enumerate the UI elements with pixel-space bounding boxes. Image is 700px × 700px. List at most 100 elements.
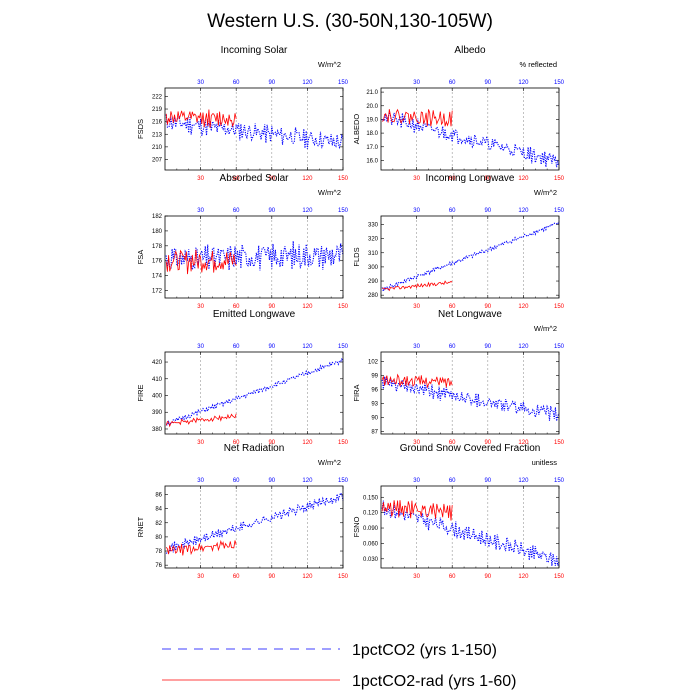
plot-frame [380, 351, 560, 435]
x-tick-label-bottom: 90 [484, 574, 491, 580]
x-tick-label-top: 90 [484, 344, 491, 350]
panels: Incoming Solar W/m^2 FSDS 30 30 60 60 90 90 120 12… [136, 45, 565, 580]
x-tick-label-top: 60 [233, 478, 240, 484]
y-tick-label: 178 [152, 244, 163, 250]
x-tick-label-top: 120 [302, 80, 313, 86]
x-tick-label-top: 120 [302, 344, 313, 350]
x-tick-label-top: 30 [197, 80, 204, 86]
y-tick-label: 80 [155, 535, 162, 541]
y-tick-label: 82 [155, 521, 162, 527]
legend-label-1pctco2: 1pctCO2 (yrs 1-150) [352, 642, 497, 659]
y-tick-label: 207 [152, 157, 163, 163]
y-tick-label: 320 [368, 237, 379, 243]
y-tick-label: 310 [368, 251, 379, 257]
x-tick-label-top: 30 [413, 478, 420, 484]
x-tick-label-top: 30 [197, 208, 204, 214]
x-tick-label-top: 90 [484, 208, 491, 214]
series-line-1pctco2-rad [165, 413, 237, 428]
x-tick-label-bottom: 150 [554, 440, 565, 446]
units-label: unitless [532, 458, 558, 467]
x-tick-label-bottom: 60 [233, 440, 240, 446]
units-label: W/m^2 [318, 458, 341, 467]
y-axis-label: FSA [136, 250, 145, 265]
y-tick-label: 0.090 [363, 526, 379, 532]
panel-net-radiation: Net Radiation W/m^2 RNET 30 30 60 60 90 90 120 120… [136, 443, 349, 580]
x-tick-label-top: 90 [268, 80, 275, 86]
y-tick-label: 17.0 [366, 145, 378, 151]
x-tick-label-top: 120 [302, 208, 313, 214]
x-tick-label-bottom: 120 [518, 574, 529, 580]
x-tick-label-top: 150 [338, 344, 349, 350]
panel-absorbed-solar: Absorbed Solar W/m^2 FSA 30 30 60 60 90 90 120 120… [136, 173, 349, 310]
series-line-1pctco2-rad [165, 249, 237, 275]
y-tick-label: 76 [155, 563, 162, 569]
plot-frame [164, 351, 344, 435]
panel-title: Emitted Longwave [213, 309, 296, 320]
plot-frame [380, 87, 560, 171]
panel-title: Ground Snow Covered Fraction [400, 443, 541, 454]
y-tick-label: 0.150 [363, 495, 379, 501]
y-axis-label: FSNO [352, 516, 361, 537]
y-tick-label: 87 [371, 430, 378, 436]
series-line-1pctco2-rad [165, 539, 237, 556]
panel-incoming-solar: Incoming Solar W/m^2 FSDS 30 30 60 60 90 90 120 12… [136, 45, 349, 182]
y-tick-label: 16.0 [366, 158, 378, 164]
x-tick-label-top: 90 [484, 80, 491, 86]
x-tick-label-top: 30 [197, 344, 204, 350]
panel-title: Absorbed Solar [220, 173, 290, 184]
panel-title: Albedo [454, 45, 486, 56]
y-tick-label: 86 [155, 492, 162, 498]
x-tick-label-bottom: 90 [268, 176, 275, 182]
x-tick-label-bottom: 30 [413, 574, 420, 580]
plot-frame [380, 215, 560, 299]
x-tick-label-top: 120 [302, 478, 313, 484]
y-tick-label: 19.0 [366, 117, 378, 123]
x-tick-label-top: 60 [233, 80, 240, 86]
y-tick-label: 172 [152, 289, 163, 295]
x-tick-label-bottom: 30 [413, 440, 420, 446]
x-tick-label-bottom: 30 [197, 574, 204, 580]
x-tick-label-bottom: 150 [338, 304, 349, 310]
x-tick-label-bottom: 90 [484, 176, 491, 182]
x-tick-label-bottom: 30 [197, 176, 204, 182]
x-tick-label-top: 120 [518, 208, 529, 214]
series-line-1pctco2-rad [382, 280, 453, 292]
x-tick-label-bottom: 120 [518, 304, 529, 310]
x-tick-label-bottom: 90 [268, 440, 275, 446]
y-tick-label: 21.0 [366, 90, 378, 96]
y-tick-label: 290 [368, 279, 379, 285]
y-axis-label: RNET [136, 516, 145, 537]
y-tick-label: 0.060 [363, 541, 379, 547]
x-tick-label-top: 120 [518, 478, 529, 484]
x-tick-label-bottom: 90 [484, 440, 491, 446]
series-line-1pctco2 [165, 114, 344, 150]
y-tick-label: 176 [152, 259, 163, 265]
legend: 1pctCO2 (yrs 1-150) 1pctCO2-rad (yrs 1-6… [162, 642, 517, 690]
x-tick-label-top: 150 [338, 478, 349, 484]
x-tick-label-bottom: 30 [197, 304, 204, 310]
y-tick-label: 210 [152, 145, 163, 151]
plot-frame [164, 215, 344, 299]
units-label: W/m^2 [534, 188, 557, 197]
y-axis-label: FSDS [136, 119, 145, 139]
x-tick-label-bottom: 150 [338, 574, 349, 580]
panel-net-longwave: Net Longwave W/m^2 FIRA 30 30 60 60 90 90 120 120 1… [352, 309, 565, 446]
y-tick-label: 216 [152, 120, 163, 126]
x-tick-label-top: 150 [554, 80, 565, 86]
x-tick-label-bottom: 30 [197, 440, 204, 446]
x-tick-label-top: 120 [518, 80, 529, 86]
y-tick-label: 420 [152, 360, 163, 366]
x-tick-label-bottom: 30 [413, 304, 420, 310]
x-tick-label-top: 90 [268, 208, 275, 214]
x-tick-label-top: 30 [413, 80, 420, 86]
x-tick-label-bottom: 150 [554, 304, 565, 310]
panel-albedo: Albedo % reflected ALBEDO 30 30 60 60 90 90 120 12… [352, 45, 565, 182]
x-tick-label-top: 30 [413, 208, 420, 214]
x-tick-label-bottom: 60 [233, 176, 240, 182]
x-tick-label-bottom: 90 [268, 574, 275, 580]
y-tick-label: 380 [152, 427, 163, 433]
x-tick-label-top: 60 [449, 208, 456, 214]
x-tick-label-bottom: 120 [302, 176, 313, 182]
x-tick-label-bottom: 60 [233, 304, 240, 310]
